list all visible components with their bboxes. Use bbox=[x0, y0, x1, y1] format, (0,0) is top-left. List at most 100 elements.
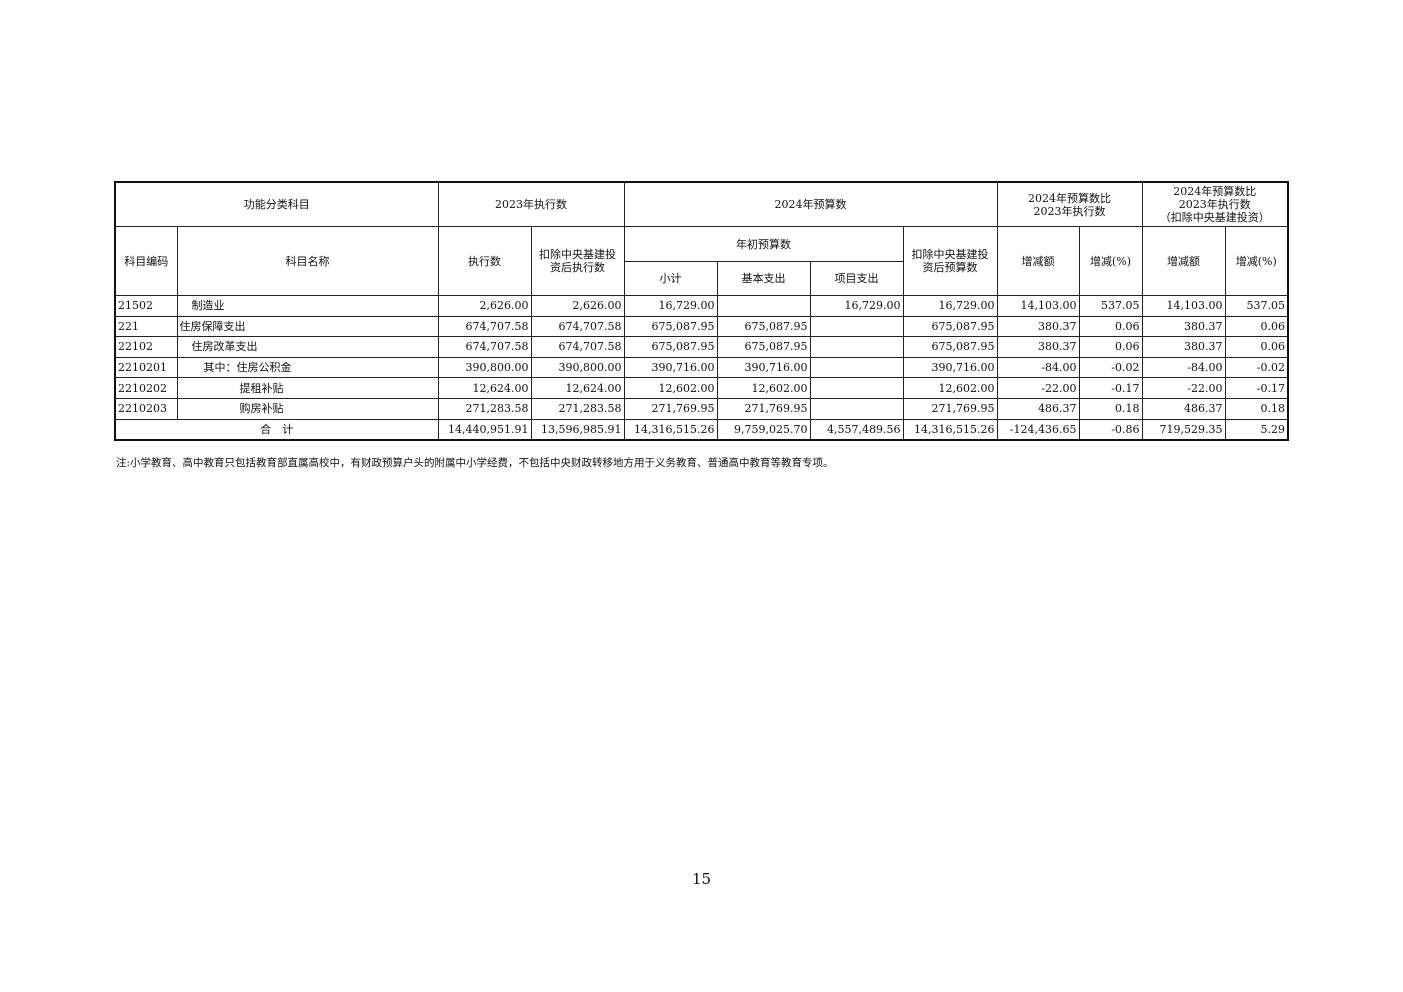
cell-value: 16,729.00 bbox=[902, 295, 998, 317]
cell-value: 390,716.00 bbox=[902, 356, 998, 379]
cell-name: 住房保障支出 bbox=[176, 315, 439, 338]
total-value: 5.29 bbox=[1224, 418, 1289, 441]
header-exec-2023: 2023年执行数 bbox=[437, 181, 625, 227]
cell-value: 674,707.58 bbox=[530, 315, 625, 338]
cell-value: 14,103.00 bbox=[996, 295, 1080, 317]
cell-value: 16,729.00 bbox=[809, 295, 904, 317]
cell-value: 12,602.00 bbox=[716, 377, 811, 399]
cell-value: 486.37 bbox=[1141, 397, 1226, 420]
header-budget-excl: 扣除中央基建投 资后预算数 bbox=[902, 226, 998, 296]
budget-table: 功能分类科目 2023年执行数 2024年预算数 2024年预算数比 2023年执… bbox=[114, 181, 1289, 442]
cell-code: 221 bbox=[114, 315, 178, 338]
cell-value: 674,707.58 bbox=[437, 336, 532, 358]
cell-value: 12,624.00 bbox=[530, 377, 625, 399]
table-row: 21502 制造业 2,626.00 2,626.00 16,729.00 16,729.… bbox=[114, 295, 1289, 317]
cell-value bbox=[809, 315, 904, 338]
cell-value: -84.00 bbox=[996, 356, 1080, 379]
table-row: 221 住房保障支出 674,707.58 674,707.58 675,087.95 6… bbox=[114, 315, 1289, 338]
cell-value: -22.00 bbox=[996, 377, 1080, 399]
cell-value bbox=[809, 377, 904, 399]
cell-value bbox=[716, 295, 811, 317]
cell-value: 675,087.95 bbox=[716, 315, 811, 338]
cell-value: -0.02 bbox=[1224, 356, 1289, 379]
cell-value: 16,729.00 bbox=[623, 295, 718, 317]
table-row: 2210202 提租补贴 12,624.00 12,624.00 12,602.00 12… bbox=[114, 377, 1289, 399]
cell-value: 0.06 bbox=[1224, 336, 1289, 358]
header-budget-2024: 2024年预算数 bbox=[623, 181, 998, 227]
cell-code: 21502 bbox=[114, 295, 178, 317]
cell-value: 271,769.95 bbox=[623, 397, 718, 420]
table-row: 2210203 购房补贴 271,283.58 271,283.58 271,769.9… bbox=[114, 397, 1289, 420]
cell-value: 14,103.00 bbox=[1141, 295, 1226, 317]
header-change-pct: 增减(%) bbox=[1078, 226, 1143, 296]
cell-name: 提租补贴 bbox=[176, 377, 439, 399]
cell-name: 住房改革支出 bbox=[176, 336, 439, 358]
cell-value: 0.18 bbox=[1224, 397, 1289, 420]
cell-code: 2210203 bbox=[114, 397, 178, 420]
cell-name: 购房补贴 bbox=[176, 397, 439, 420]
cell-value: 390,716.00 bbox=[716, 356, 811, 379]
header-subtotal: 小计 bbox=[623, 261, 718, 296]
total-value: 14,316,515.26 bbox=[623, 418, 718, 441]
cell-value: 12,602.00 bbox=[623, 377, 718, 399]
cell-value bbox=[809, 336, 904, 358]
cell-value: 380.37 bbox=[1141, 336, 1226, 358]
header-change-amt-2: 增减额 bbox=[1141, 226, 1226, 296]
cell-value: 390,800.00 bbox=[437, 356, 532, 379]
cell-value: 390,716.00 bbox=[623, 356, 718, 379]
total-value: 14,440,951.91 bbox=[437, 418, 532, 441]
cell-value: 0.18 bbox=[1078, 397, 1143, 420]
header-name: 科目名称 bbox=[176, 226, 439, 296]
cell-value: -22.00 bbox=[1141, 377, 1226, 399]
cell-value: 674,707.58 bbox=[437, 315, 532, 338]
cell-value: 674,707.58 bbox=[530, 336, 625, 358]
cell-value: 0.06 bbox=[1078, 315, 1143, 338]
header-compare-excl: 2024年预算数比 2023年执行数 （扣除中央基建投资） bbox=[1141, 181, 1289, 227]
header-change-pct-2: 增减(%) bbox=[1224, 226, 1289, 296]
total-row: 合 计 14,440,951.91 13,596,985.91 14,316,515.… bbox=[114, 418, 1289, 441]
footnote: 注:小学教育、高中教育只包括教育部直属高校中，有财政预算户头的附属中小学经费，不… bbox=[116, 457, 834, 469]
total-value: -0.86 bbox=[1078, 418, 1143, 441]
cell-value: 486.37 bbox=[996, 397, 1080, 420]
cell-value: -84.00 bbox=[1141, 356, 1226, 379]
header-func-class: 功能分类科目 bbox=[114, 181, 439, 227]
table-row: 22102 住房改革支出 674,707.58 674,707.58 675,087.9… bbox=[114, 336, 1289, 358]
cell-value: 380.37 bbox=[1141, 315, 1226, 338]
cell-value: 675,087.95 bbox=[902, 315, 998, 338]
cell-value bbox=[809, 397, 904, 420]
cell-value: 0.06 bbox=[1078, 336, 1143, 358]
cell-code: 2210201 bbox=[114, 356, 178, 379]
cell-value: -0.17 bbox=[1078, 377, 1143, 399]
cell-value: 675,087.95 bbox=[623, 336, 718, 358]
cell-value: 0.06 bbox=[1224, 315, 1289, 338]
total-value: 14,316,515.26 bbox=[902, 418, 998, 441]
total-value: 13,596,985.91 bbox=[530, 418, 625, 441]
cell-value bbox=[809, 356, 904, 379]
cell-name: 其中：住房公积金 bbox=[176, 356, 439, 379]
total-value: 719,529.35 bbox=[1141, 418, 1226, 441]
cell-value: 271,769.95 bbox=[902, 397, 998, 420]
cell-value: 380.37 bbox=[996, 315, 1080, 338]
cell-value: 537.05 bbox=[1078, 295, 1143, 317]
total-value: 9,759,025.70 bbox=[716, 418, 811, 441]
cell-value: 390,800.00 bbox=[530, 356, 625, 379]
cell-value: 537.05 bbox=[1224, 295, 1289, 317]
cell-value: 2,626.00 bbox=[437, 295, 532, 317]
cell-value: 2,626.00 bbox=[530, 295, 625, 317]
header-change-amt: 增减额 bbox=[996, 226, 1080, 296]
header-initial-budget: 年初预算数 bbox=[623, 226, 904, 262]
cell-value: -0.02 bbox=[1078, 356, 1143, 379]
cell-value: 271,283.58 bbox=[530, 397, 625, 420]
cell-value: 271,283.58 bbox=[437, 397, 532, 420]
table-row: 2210201 其中：住房公积金 390,800.00 390,800.00 390,7… bbox=[114, 356, 1289, 379]
total-value: 4,557,489.56 bbox=[809, 418, 904, 441]
cell-value: 675,087.95 bbox=[716, 336, 811, 358]
cell-value: 12,624.00 bbox=[437, 377, 532, 399]
header-exec-excl: 扣除中央基建投 资后执行数 bbox=[530, 226, 625, 296]
cell-code: 2210202 bbox=[114, 377, 178, 399]
header-exec: 执行数 bbox=[437, 226, 532, 296]
cell-name: 制造业 bbox=[176, 295, 439, 317]
cell-value: 380.37 bbox=[996, 336, 1080, 358]
total-label: 合 计 bbox=[114, 418, 439, 441]
cell-value: -0.17 bbox=[1224, 377, 1289, 399]
